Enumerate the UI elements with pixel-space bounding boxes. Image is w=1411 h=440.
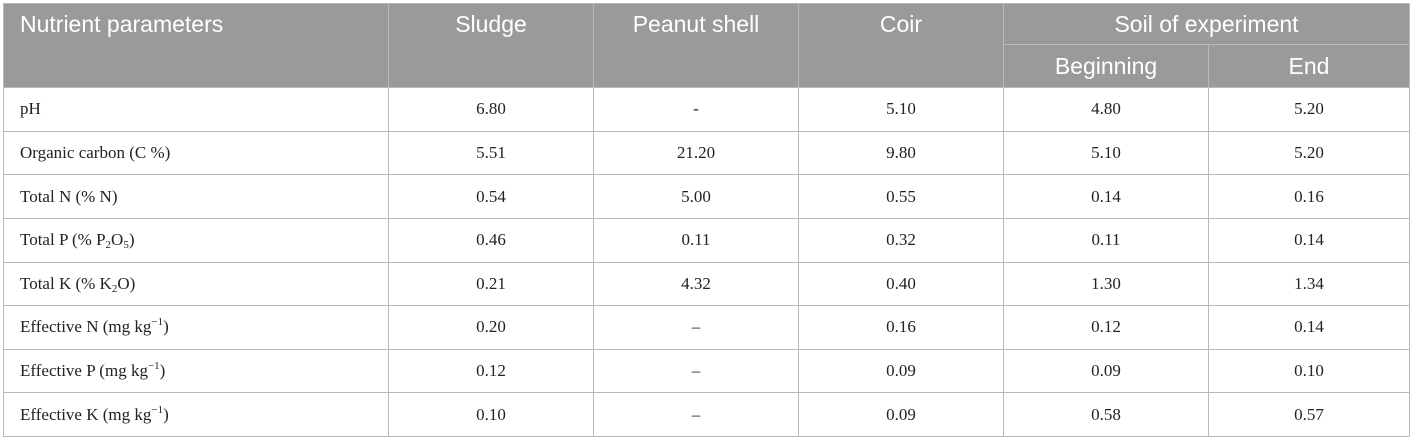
cell-beginning: 5.10 bbox=[1003, 130, 1209, 176]
cell-sludge: 0.12 bbox=[388, 348, 594, 394]
row-parameter: pH bbox=[3, 87, 389, 132]
row-parameter: Total K (% K2O) bbox=[3, 261, 389, 307]
cell-coir: 0.09 bbox=[798, 392, 1004, 437]
header-row-sub: Beginning End bbox=[4, 44, 1410, 88]
header-soil-of-experiment: Soil of experiment bbox=[1003, 3, 1410, 45]
table-row: Total P (% P2O5) 0.46 0.11 0.32 0.11 0.1… bbox=[3, 217, 1410, 263]
cell-beginning: 0.14 bbox=[1003, 174, 1209, 219]
row-parameter: Organic carbon (C %) bbox=[3, 130, 389, 176]
cell-peanut-shell: 21.20 bbox=[593, 130, 799, 176]
cell-end: 1.34 bbox=[1208, 261, 1410, 307]
cell-sludge: 0.54 bbox=[388, 174, 594, 219]
table-row: Total N (% N) 0.54 5.00 0.55 0.14 0.16 bbox=[3, 174, 1410, 219]
cell-end: 0.10 bbox=[1208, 348, 1410, 394]
cell-coir: 5.10 bbox=[798, 87, 1004, 132]
table-row: Organic carbon (C %) 5.51 21.20 9.80 5.1… bbox=[3, 130, 1410, 176]
cell-beginning: 1.30 bbox=[1003, 261, 1209, 307]
cell-end: 5.20 bbox=[1208, 87, 1410, 132]
cell-sludge: 6.80 bbox=[388, 87, 594, 132]
cell-beginning: 0.58 bbox=[1003, 392, 1209, 437]
subscript: 2 bbox=[105, 239, 112, 252]
param-text: O bbox=[111, 230, 124, 250]
param-text: ) bbox=[159, 361, 166, 381]
subscript: 2 bbox=[111, 282, 118, 295]
cell-peanut-shell: 5.00 bbox=[593, 174, 799, 219]
param-text: O) bbox=[117, 273, 136, 293]
cell-beginning: 4.80 bbox=[1003, 87, 1209, 132]
cell-sludge: 0.46 bbox=[388, 217, 594, 263]
cell-sludge: 0.21 bbox=[388, 261, 594, 307]
header-peanut-shell: Peanut shell bbox=[593, 3, 799, 88]
row-parameter: Effective N (mg kg−1) bbox=[3, 305, 389, 350]
cell-peanut-shell: 4.32 bbox=[593, 261, 799, 307]
table-row: Effective N (mg kg−1) 0.20 – 0.16 0.12 0… bbox=[3, 305, 1410, 350]
cell-end: 5.20 bbox=[1208, 130, 1410, 176]
table-row: pH 6.80 - 5.10 4.80 5.20 bbox=[3, 87, 1410, 132]
table-row: Total K (% K2O) 0.21 4.32 0.40 1.30 1.34 bbox=[3, 261, 1410, 307]
cell-end: 0.14 bbox=[1208, 305, 1410, 350]
table-body: pH 6.80 - 5.10 4.80 5.20 Organic carbon … bbox=[3, 87, 1410, 437]
param-text: ) bbox=[128, 230, 135, 250]
row-parameter: Effective P (mg kg−1) bbox=[3, 348, 389, 394]
nutrient-table: Nutrient parameters Sludge Peanut shell … bbox=[3, 3, 1410, 437]
row-parameter: Total N (% N) bbox=[3, 174, 389, 219]
cell-coir: 9.80 bbox=[798, 130, 1004, 176]
param-text: Effective P (mg kg bbox=[20, 361, 148, 381]
cell-sludge: 0.20 bbox=[388, 305, 594, 350]
header-end: End bbox=[1208, 44, 1410, 88]
subscript: 5 bbox=[123, 239, 129, 252]
param-text: Total P (% P bbox=[20, 230, 106, 250]
table-header: Nutrient parameters Sludge Peanut shell … bbox=[3, 3, 1410, 88]
header-beginning: Beginning bbox=[1003, 44, 1209, 88]
cell-beginning: 0.11 bbox=[1003, 217, 1209, 263]
cell-end: 0.16 bbox=[1208, 174, 1410, 219]
cell-coir: 0.55 bbox=[798, 174, 1004, 219]
table-row: Effective K (mg kg−1) 0.10 – 0.09 0.58 0… bbox=[3, 392, 1410, 437]
cell-sludge: 0.10 bbox=[388, 392, 594, 437]
header-nutrient-parameters: Nutrient parameters bbox=[3, 3, 389, 88]
cell-coir: 0.40 bbox=[798, 261, 1004, 307]
cell-peanut-shell: – bbox=[593, 392, 799, 437]
param-text: Effective K (mg kg bbox=[20, 404, 152, 424]
row-parameter: Total P (% P2O5) bbox=[3, 217, 389, 263]
cell-coir: 0.16 bbox=[798, 305, 1004, 350]
cell-peanut-shell: 0.11 bbox=[593, 217, 799, 263]
param-text: ) bbox=[163, 317, 169, 337]
superscript: −1 bbox=[147, 360, 160, 373]
header-coir: Coir bbox=[798, 3, 1004, 88]
cell-beginning: 0.09 bbox=[1003, 348, 1209, 394]
param-text: Effective N (mg kg bbox=[20, 317, 152, 337]
cell-end: 0.14 bbox=[1208, 217, 1410, 263]
row-parameter: Effective K (mg kg−1) bbox=[3, 392, 389, 437]
cell-beginning: 0.12 bbox=[1003, 305, 1209, 350]
cell-peanut-shell: - bbox=[593, 87, 799, 132]
param-text: Total K (% K bbox=[20, 273, 112, 293]
cell-coir: 0.32 bbox=[798, 217, 1004, 263]
param-text: ) bbox=[163, 404, 169, 424]
cell-sludge: 5.51 bbox=[388, 130, 594, 176]
header-sludge: Sludge bbox=[388, 3, 594, 88]
table-row: Effective P (mg kg−1) 0.12 – 0.09 0.09 0… bbox=[3, 348, 1410, 394]
cell-peanut-shell: – bbox=[593, 305, 799, 350]
cell-end: 0.57 bbox=[1208, 392, 1410, 437]
superscript: −1 bbox=[151, 403, 164, 416]
cell-peanut-shell: – bbox=[593, 348, 799, 394]
superscript: −1 bbox=[151, 316, 164, 329]
header-row-top: Nutrient parameters Sludge Peanut shell … bbox=[3, 3, 1410, 88]
cell-coir: 0.09 bbox=[798, 348, 1004, 394]
